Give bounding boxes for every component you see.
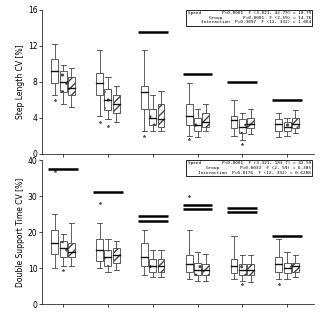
Bar bbox=[202, 113, 209, 127]
Y-axis label: Double Support Time CV [%]: Double Support Time CV [%] bbox=[16, 177, 25, 287]
Bar bbox=[202, 264, 209, 275]
Bar bbox=[239, 119, 246, 133]
Bar bbox=[104, 250, 111, 266]
Bar bbox=[230, 259, 237, 273]
Bar bbox=[141, 86, 148, 108]
Bar bbox=[141, 243, 148, 266]
Bar bbox=[186, 104, 193, 125]
Bar bbox=[284, 122, 291, 131]
Bar bbox=[68, 77, 75, 95]
Text: Speed        P<0.0001  F (3.321, 183.7) = 42.59
Group        P=0.0033  F (2, 59): Speed P<0.0001 F (3.321, 183.7) = 42.59 … bbox=[188, 161, 311, 175]
Bar bbox=[247, 264, 254, 275]
Bar bbox=[52, 59, 58, 84]
Bar bbox=[60, 241, 67, 257]
Bar bbox=[292, 263, 299, 272]
Bar bbox=[292, 117, 299, 128]
Text: Speed        P<0.0001  F (3.021, 42.79) = 10.79
Group        P<0.0001  F (2,59) : Speed P<0.0001 F (3.021, 42.79) = 10.79 … bbox=[188, 11, 311, 24]
Bar bbox=[113, 248, 120, 263]
Bar bbox=[96, 73, 103, 95]
Bar bbox=[68, 243, 75, 257]
Bar bbox=[284, 263, 291, 273]
Bar bbox=[230, 116, 237, 128]
Bar bbox=[157, 104, 164, 127]
Bar bbox=[247, 117, 254, 128]
Bar bbox=[149, 108, 156, 125]
Bar bbox=[194, 117, 201, 131]
Bar bbox=[113, 95, 120, 113]
Bar bbox=[157, 259, 164, 272]
Bar bbox=[275, 119, 282, 131]
Bar bbox=[149, 259, 156, 272]
Y-axis label: Step Length CV [%]: Step Length CV [%] bbox=[16, 44, 25, 119]
Bar bbox=[239, 264, 246, 275]
Bar bbox=[194, 263, 201, 275]
Bar bbox=[275, 257, 282, 272]
Bar bbox=[60, 71, 67, 92]
Bar bbox=[104, 89, 111, 110]
Bar bbox=[96, 239, 103, 261]
Bar bbox=[186, 255, 193, 272]
Bar bbox=[52, 230, 58, 253]
